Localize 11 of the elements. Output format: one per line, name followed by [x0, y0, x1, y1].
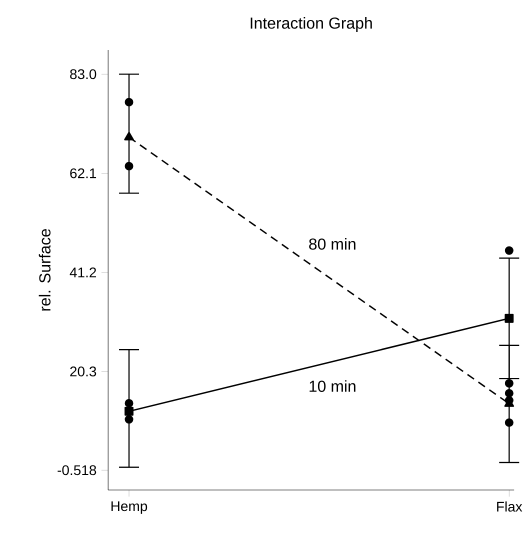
x-tick-label: Flax [497, 501, 522, 512]
chart-title: Interaction Graph [250, 17, 372, 32]
series-label: 80 min [309, 238, 356, 250]
y-tick-label: 83.0 [70, 69, 96, 80]
y-tick-label: 62.1 [70, 168, 96, 178]
series-label: 10 min [310, 380, 356, 392]
x-tick-label: Hemp [111, 501, 148, 514]
y-tick-label: 20.3 [70, 366, 96, 376]
y-axis-title: rel. Surface [38, 229, 50, 311]
y-tick-label: 41.2 [70, 267, 96, 278]
y-tick-label: -0.518 [58, 465, 96, 476]
